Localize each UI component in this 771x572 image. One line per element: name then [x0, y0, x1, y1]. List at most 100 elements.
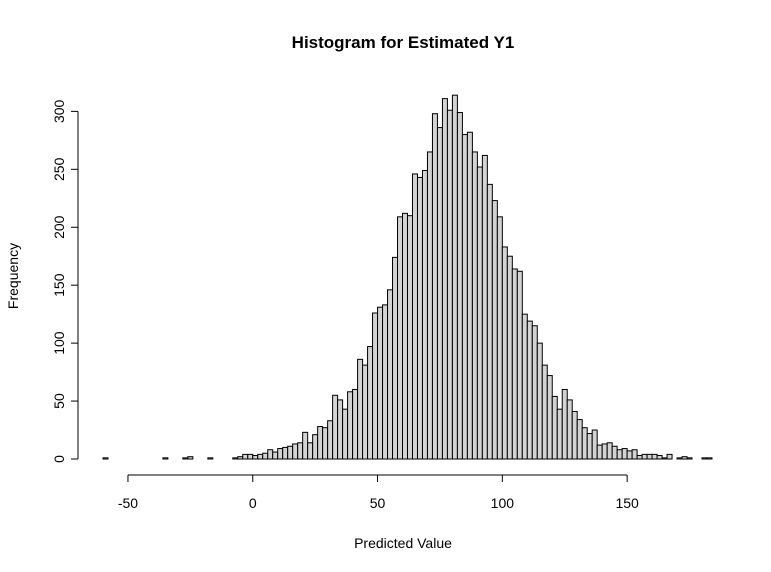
histogram-bar: [551, 395, 558, 460]
histogram-bar: [392, 256, 399, 460]
histogram-bar: [262, 452, 269, 460]
histogram-bar: [232, 457, 239, 460]
histogram-bar: [297, 442, 304, 460]
histogram-bar: [287, 445, 294, 460]
histogram-bar: [322, 427, 329, 460]
histogram-bar: [367, 346, 374, 460]
y-tick-label: 250: [51, 157, 67, 181]
histogram-bar: [426, 151, 433, 460]
histogram-bar: [496, 216, 503, 460]
histogram-bar: [372, 312, 379, 460]
histogram-bar: [516, 270, 523, 460]
x-tick-label: 150: [615, 495, 639, 511]
histogram-bar: [416, 176, 423, 460]
histogram-bar: [292, 443, 299, 460]
histogram-bar: [162, 457, 169, 460]
histogram-bar: [431, 113, 438, 460]
y-tick-label: 200: [51, 215, 67, 239]
histogram-bar: [486, 183, 493, 460]
histogram-bar: [536, 342, 543, 460]
histogram-bar: [661, 457, 668, 460]
histogram-bar: [656, 455, 663, 460]
histogram-bar: [601, 443, 608, 460]
histogram-bar: [631, 449, 638, 460]
histogram-bar: [237, 456, 244, 460]
histogram-bar: [526, 320, 533, 460]
histogram-bar: [317, 426, 324, 460]
histogram-bar: [441, 98, 448, 460]
histogram-bar: [666, 453, 673, 460]
histogram-bar: [282, 446, 289, 460]
histogram-bar: [706, 457, 713, 460]
chart-title: Histogram for Estimated Y1: [292, 33, 515, 52]
histogram-bar: [257, 453, 264, 460]
y-tick-label: 100: [51, 331, 67, 355]
histogram-bar: [466, 131, 473, 460]
histogram-bar: [611, 445, 618, 460]
histogram-bar: [436, 127, 443, 460]
histogram-bar: [352, 388, 359, 460]
histogram-bar: [616, 449, 623, 460]
histogram-bar: [586, 433, 593, 460]
histogram-bar: [102, 457, 109, 460]
histogram-bar: [187, 456, 194, 460]
histogram-bar: [337, 399, 344, 460]
histogram-bar: [347, 391, 354, 460]
histogram-bar: [591, 429, 598, 460]
histogram-bar: [581, 427, 588, 460]
histogram-bar: [207, 457, 214, 460]
histogram-bar: [332, 394, 339, 460]
histogram-bar: [471, 151, 478, 460]
histogram-bar: [681, 456, 688, 460]
histogram-bar: [272, 451, 279, 460]
x-axis: -50 0 50 100 150: [118, 474, 639, 511]
histogram-bar: [686, 457, 693, 460]
histogram-bar: [277, 448, 284, 460]
histogram-bar: [327, 420, 334, 460]
histogram-bar: [576, 419, 583, 460]
histogram-bar: [307, 442, 314, 460]
histogram-bar: [701, 457, 708, 460]
histogram-bar: [626, 450, 633, 460]
histogram-bar: [546, 375, 553, 460]
x-axis-label: Predicted Value: [354, 535, 452, 551]
histogram-bar: [302, 431, 309, 460]
histogram-bar: [411, 173, 418, 460]
y-tick-label: 50: [51, 393, 67, 409]
histogram-bar: [501, 246, 508, 460]
histogram-bar: [491, 200, 498, 460]
histogram-bar: [531, 325, 538, 460]
histogram-bar: [382, 304, 389, 460]
x-tick-label: 50: [370, 495, 386, 511]
histogram-bar: [566, 399, 573, 460]
histogram-bar: [242, 453, 249, 460]
x-tick-label: 100: [491, 495, 515, 511]
histogram-bar: [636, 455, 643, 460]
histogram-bar: [252, 455, 259, 460]
y-tick-label: 300: [51, 99, 67, 123]
histogram-bar: [646, 453, 653, 460]
histogram-bar: [461, 134, 468, 460]
histogram-bar: [621, 448, 628, 460]
histogram-bar: [561, 388, 568, 460]
y-tick-label: 150: [51, 273, 67, 297]
y-axis-label: Frequency: [5, 243, 21, 309]
histogram-bar: [456, 112, 463, 460]
histogram-bar: [267, 449, 274, 460]
histogram-bar: [312, 434, 319, 460]
histogram-bar: [506, 255, 513, 460]
histogram-bar: [556, 408, 563, 460]
histogram-bar: [342, 408, 349, 460]
histogram-bar: [362, 364, 369, 460]
histogram-bar: [676, 457, 683, 460]
histogram-bar: [446, 109, 453, 460]
histogram-bar: [596, 444, 603, 460]
x-tick-label: 0: [249, 495, 257, 511]
x-tick-label: -50: [118, 495, 138, 511]
histogram-bar: [357, 358, 364, 460]
histogram-bar: [651, 453, 658, 460]
histogram-bar: [407, 215, 413, 460]
histogram-bar: [387, 289, 394, 460]
histogram-bar: [397, 216, 404, 460]
